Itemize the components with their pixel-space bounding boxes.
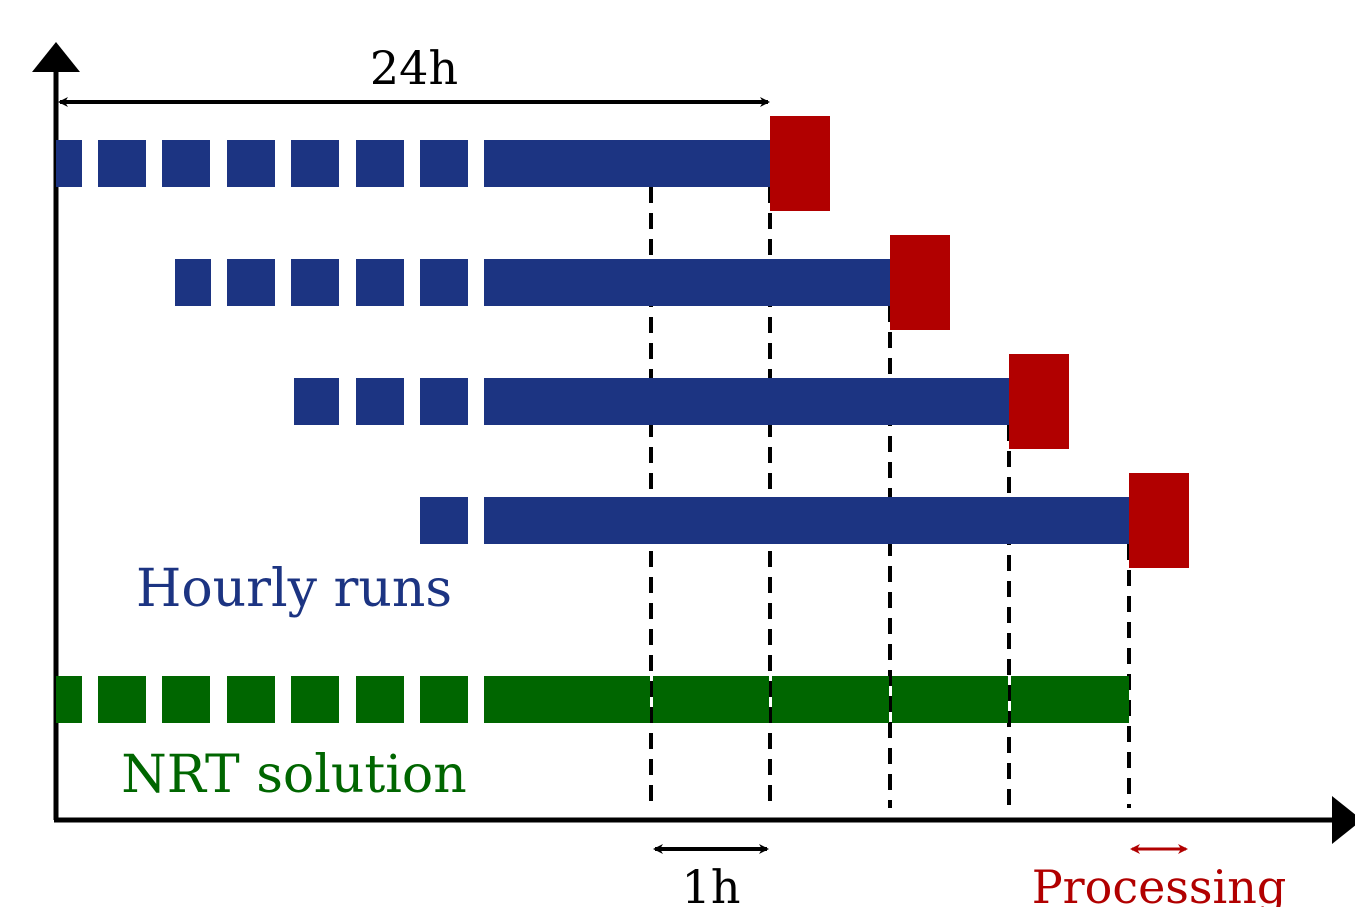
nrt-segment xyxy=(772,676,889,723)
run-solid-bar xyxy=(484,140,772,187)
run-dash xyxy=(294,378,339,425)
run-dash xyxy=(420,259,468,306)
span-processing: Processing xyxy=(1032,844,1287,907)
y-axis-arrowhead xyxy=(32,42,80,72)
run-solid-bar xyxy=(484,497,1131,544)
hourly-run-2 xyxy=(175,235,950,330)
nrt-dash xyxy=(291,676,339,723)
hourly-runs xyxy=(56,116,1189,568)
run-dash xyxy=(162,140,210,187)
processing-block xyxy=(770,116,830,211)
run-dash xyxy=(291,259,339,306)
span-1h: 1h xyxy=(653,844,769,907)
run-dash xyxy=(420,140,468,187)
nrt-dash xyxy=(162,676,210,723)
nrt-solution-bar xyxy=(56,676,1129,723)
span-24h-label: 24h xyxy=(370,41,458,95)
processing-block xyxy=(1129,473,1189,568)
run-dash xyxy=(420,378,468,425)
run-dash xyxy=(175,259,211,306)
hourly-run-4 xyxy=(420,473,1189,568)
nrt-segment xyxy=(653,676,769,723)
run-dash xyxy=(356,378,404,425)
nrt-dash xyxy=(227,676,275,723)
span-processing-label: Processing xyxy=(1032,860,1287,907)
nrt-dash xyxy=(420,676,468,723)
hourly-run-1 xyxy=(56,116,830,211)
run-dash xyxy=(356,140,404,187)
run-dash xyxy=(56,140,82,187)
run-solid-bar xyxy=(484,378,1011,425)
nrt-dash xyxy=(98,676,146,723)
span-1h-label: 1h xyxy=(682,860,741,907)
run-dash xyxy=(227,140,275,187)
run-dash xyxy=(98,140,146,187)
processing-block xyxy=(890,235,950,330)
hourly-runs-label: Hourly runs xyxy=(136,559,452,619)
nrt-segment xyxy=(892,676,1008,723)
nrt-solution-label: NRT solution xyxy=(121,745,466,805)
nrt-dash xyxy=(56,676,82,723)
nrt-segment xyxy=(1011,676,1129,723)
run-dash xyxy=(356,259,404,306)
run-dash xyxy=(291,140,339,187)
processing-block xyxy=(1009,354,1069,449)
hourly-run-3 xyxy=(294,354,1069,449)
nrt-segment xyxy=(484,676,650,723)
span-24h: 24h xyxy=(58,41,770,107)
run-solid-bar xyxy=(484,259,892,306)
x-axis-arrowhead xyxy=(1332,796,1355,844)
run-dash xyxy=(420,497,468,544)
run-dash xyxy=(227,259,275,306)
nrt-dash xyxy=(356,676,404,723)
